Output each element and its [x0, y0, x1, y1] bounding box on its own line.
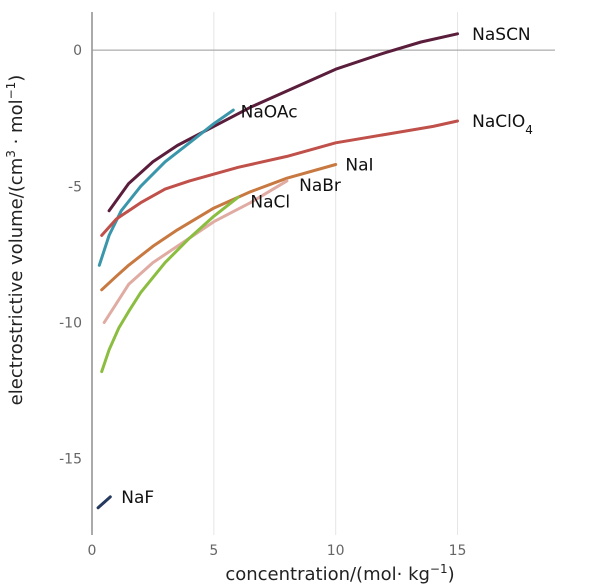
series-line-nascn [107, 32, 459, 213]
tick-labels: 0 5 10 15 0 -5 -10 -15 [59, 43, 466, 559]
series-label-nabr: NaBr [299, 176, 341, 196]
series-label-nascn: NaSCN [472, 25, 531, 45]
series-label-naclo: NaClO4 [472, 112, 533, 137]
x-tick-label: 5 [209, 543, 218, 559]
x-axis-title: concentration/(mol· kg−1) [225, 562, 454, 585]
series-line-nacl [100, 195, 240, 374]
series-label-nai: NaI [345, 156, 373, 176]
y-tick-label: 0 [73, 43, 82, 59]
y-axis-title: electrostrictive volume/(cm3 · mol−1) [4, 75, 27, 406]
y-tick-label: -15 [59, 452, 82, 468]
series-line-nabr [102, 179, 289, 324]
series-line-naoac [97, 108, 235, 267]
x-tick-label: 0 [88, 543, 97, 559]
x-tick-label: 10 [327, 543, 345, 559]
y-tick-label: -10 [59, 316, 82, 332]
series-line-naclo [100, 119, 459, 237]
grid-lines [91, 12, 555, 535]
series-label-naf: NaF [121, 488, 154, 508]
y-tick-label: -5 [68, 179, 82, 195]
series-label-nacl: NaCl [250, 192, 290, 212]
series-lines [96, 32, 459, 510]
series-line-naf [96, 495, 112, 510]
series-label-naoac: NaOAc [241, 102, 298, 122]
x-tick-label: 15 [449, 543, 467, 559]
series-line-nai [100, 163, 338, 292]
